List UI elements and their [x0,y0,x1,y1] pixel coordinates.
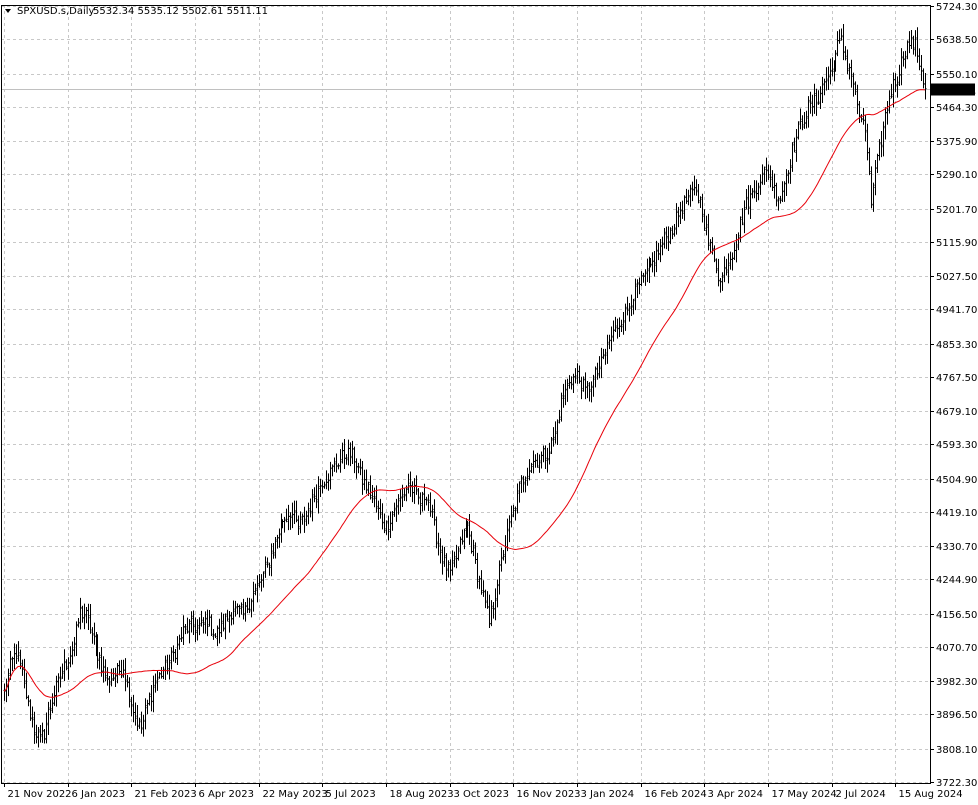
current-price-label: 5511.11 [935,86,976,97]
y-tick-label: 4593.30 [936,440,977,451]
ohlc-bars [3,24,927,748]
y-tick-label: 5290.10 [936,170,977,181]
chevron-down-icon[interactable] [5,9,11,13]
x-tick-label: 15 Aug 2024 [899,789,963,800]
y-tick-label: 4330.70 [936,542,977,553]
y-tick-label: 5464.30 [936,103,977,114]
x-tick-label: 21 Feb 2023 [135,789,197,800]
x-tick-label: 21 Nov 2022 [8,789,72,800]
x-tick-label: 16 Nov 2023 [517,789,581,800]
y-tick-label: 5375.90 [936,137,977,148]
y-tick-label: 5550.10 [936,70,977,81]
x-tick-label: 3 Jan 2024 [581,789,635,800]
y-tick-label: 5724.30 [936,2,977,13]
time-axis: 21 Nov 2022 6 Jan 2023 21 Feb 2023 6 Apr 20… [4,783,963,800]
y-tick-label: 4853.30 [936,340,977,351]
y-tick-label: 4941.70 [936,305,977,316]
x-tick-label: 6 Jan 2023 [72,789,126,800]
x-tick-label: 16 Feb 2024 [645,789,707,800]
y-tick-label: 4767.50 [936,373,977,384]
y-tick-label: 4504.90 [936,475,977,486]
y-tick-label: 5201.70 [936,205,977,216]
ohlc-values: 5532.34 5535.12 5502.61 5511.11 [93,6,268,17]
y-tick-label: 3808.10 [936,745,977,756]
y-tick-label: 3722.30 [936,778,977,789]
x-tick-label: 18 Aug 2023 [390,789,454,800]
y-tick-label: 4156.50 [936,610,977,621]
y-tick-label: 3896.50 [936,710,977,721]
x-tick-label: 5 Jul 2023 [326,789,376,800]
x-tick-label: 6 Apr 2023 [199,789,254,800]
x-tick-label: 3 Oct 2023 [454,789,509,800]
plot-frame [1,5,931,784]
x-tick-label: 3 Apr 2024 [708,789,763,800]
moving-average-line [3,89,926,698]
grid-lines [1,5,930,783]
y-tick-label: 5027.50 [936,272,977,283]
symbol-title: SPXUSD.s,Daily [17,6,95,17]
chart-header: SPXUSD.s,Daily 5532.34 5535.12 5502.61 5… [5,6,268,17]
price-axis: 5724.30 5638.50 5550.10 5464.30 5375.90 5290.… [930,2,977,789]
current-price-tag: 5511.11 [931,83,976,97]
y-tick-label: 4244.90 [936,575,977,586]
y-tick-label: 4419.10 [936,508,977,519]
x-tick-label: 22 May 2023 [263,789,328,800]
x-tick-label: 2 Jul 2024 [836,789,886,800]
y-tick-label: 4679.10 [936,407,977,418]
x-tick-label: 17 May 2024 [772,789,837,800]
y-tick-label: 5115.90 [936,238,977,249]
y-tick-label: 3982.30 [936,677,977,688]
y-tick-label: 5638.50 [936,35,977,46]
y-tick-label: 4070.70 [936,643,977,654]
current-price-tag-bg [931,83,975,96]
